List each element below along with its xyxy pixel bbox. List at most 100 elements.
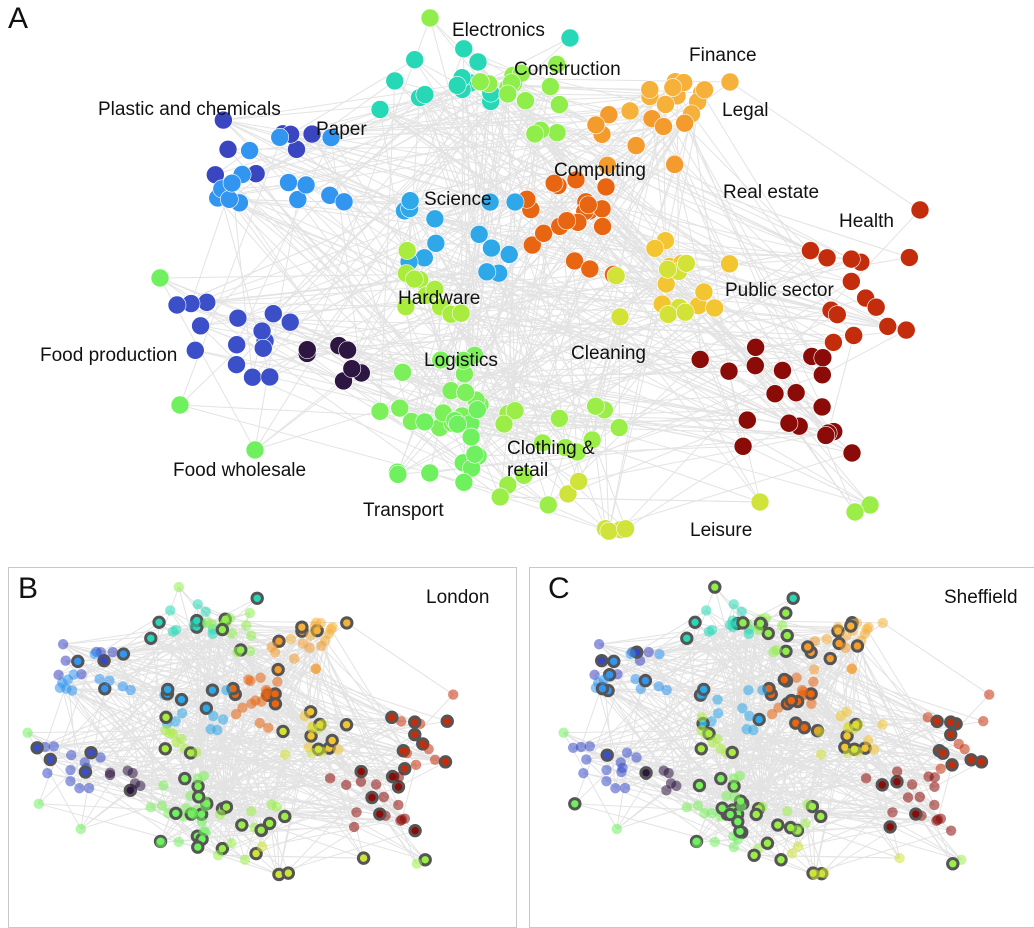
node-food_wholesale: [79, 757, 90, 768]
node-logistics: [431, 350, 451, 370]
node-public_sector: [813, 348, 833, 368]
node-food_wholesale: [83, 782, 95, 794]
network-edge: [700, 346, 756, 360]
label-food-production: Food production: [40, 345, 178, 366]
label-construction: Construction: [514, 59, 621, 80]
label-logistics: Logistics: [424, 350, 498, 371]
node-transport: [33, 798, 44, 809]
node-hardware: [397, 241, 417, 260]
node-plastic: [593, 639, 605, 650]
node-computing: [262, 686, 273, 697]
node-food_wholesale: [584, 741, 596, 752]
network-edge: [635, 597, 794, 680]
network-edge: [454, 262, 683, 422]
network-edge: [678, 270, 907, 331]
node-plastic: [643, 646, 654, 658]
network-edge: [678, 270, 854, 336]
node-construction: [240, 620, 252, 631]
network-edge: [684, 122, 823, 408]
node-computing: [254, 717, 265, 729]
network-edge: [598, 643, 788, 812]
network-edge: [666, 649, 777, 691]
node-public_sector: [393, 772, 404, 783]
network-edge: [419, 97, 888, 327]
node-computing: [250, 695, 261, 706]
node-public_sector: [891, 766, 903, 777]
panel-b-network: [22, 581, 459, 882]
node-public_sector: [370, 779, 382, 790]
node-health: [900, 248, 919, 267]
node-food_wholesale: [601, 776, 612, 787]
node-food_production: [665, 778, 677, 789]
node-computing: [534, 224, 553, 243]
node-food_wholesale: [185, 341, 205, 360]
network-edge: [223, 119, 543, 444]
node-logistics: [699, 807, 710, 819]
node-plastic: [57, 639, 69, 650]
node-transport: [170, 395, 190, 415]
network-edge: [256, 100, 526, 175]
node-electronics: [447, 76, 467, 95]
node-finance: [877, 617, 888, 629]
node-clothing: [586, 396, 605, 416]
node-paper: [630, 674, 641, 685]
node-paper: [62, 674, 74, 685]
node-public_sector: [378, 791, 390, 803]
node-logistics: [721, 790, 732, 801]
node-public_sector: [746, 356, 765, 375]
node-health: [978, 716, 989, 727]
network-edge: [419, 97, 549, 506]
network-edge: [748, 628, 951, 723]
node-finance: [305, 630, 316, 641]
node-construction: [541, 77, 560, 96]
network-edge: [49, 631, 174, 760]
node-paper: [240, 141, 259, 160]
label-real-estate: Real estate: [723, 182, 820, 203]
highlighted-node-health: [930, 714, 944, 729]
network-edge: [801, 689, 952, 832]
network-edge: [429, 17, 663, 305]
node-science: [176, 708, 188, 719]
node-food_production: [127, 767, 138, 779]
node-science: [712, 708, 724, 719]
highlighted-node-hardware: [158, 742, 172, 756]
node-clothing: [791, 824, 803, 836]
network-edge: [275, 806, 280, 875]
node-clothing: [800, 818, 811, 829]
network-edge: [811, 806, 816, 875]
highlighted-node-clothing: [774, 853, 788, 867]
node-hardware: [712, 733, 723, 745]
network-edge: [714, 586, 846, 748]
node-legal: [654, 117, 673, 136]
node-science: [744, 710, 755, 722]
network-edge: [71, 688, 234, 756]
highlighted-node-clothing: [235, 818, 249, 832]
node-real_estate: [332, 744, 344, 755]
node-food_production: [338, 340, 357, 360]
highlighted-node-electronics: [152, 615, 166, 630]
node-computing: [566, 170, 586, 190]
node-electronics: [560, 28, 580, 48]
node-legal: [840, 642, 851, 654]
node-transport: [611, 823, 622, 835]
node-science: [217, 714, 229, 725]
network-edge: [27, 729, 218, 734]
node-clothing: [494, 414, 514, 434]
node-clothing: [239, 854, 251, 865]
node-public_sector: [813, 365, 832, 385]
node-plastic: [214, 110, 233, 130]
node-science: [425, 209, 445, 229]
node-computing: [263, 722, 274, 733]
node-finance: [863, 622, 874, 633]
network-edge: [411, 406, 823, 422]
node-electronics: [701, 605, 712, 616]
panel-c-network: [558, 580, 995, 881]
node-finance: [663, 78, 683, 97]
node-clothing: [411, 858, 422, 869]
node-public_sector: [351, 807, 362, 818]
network-edge: [649, 89, 823, 376]
node-transport: [173, 836, 184, 848]
node-health: [842, 249, 861, 269]
network-edge: [686, 637, 982, 763]
label-health: Health: [839, 211, 894, 232]
